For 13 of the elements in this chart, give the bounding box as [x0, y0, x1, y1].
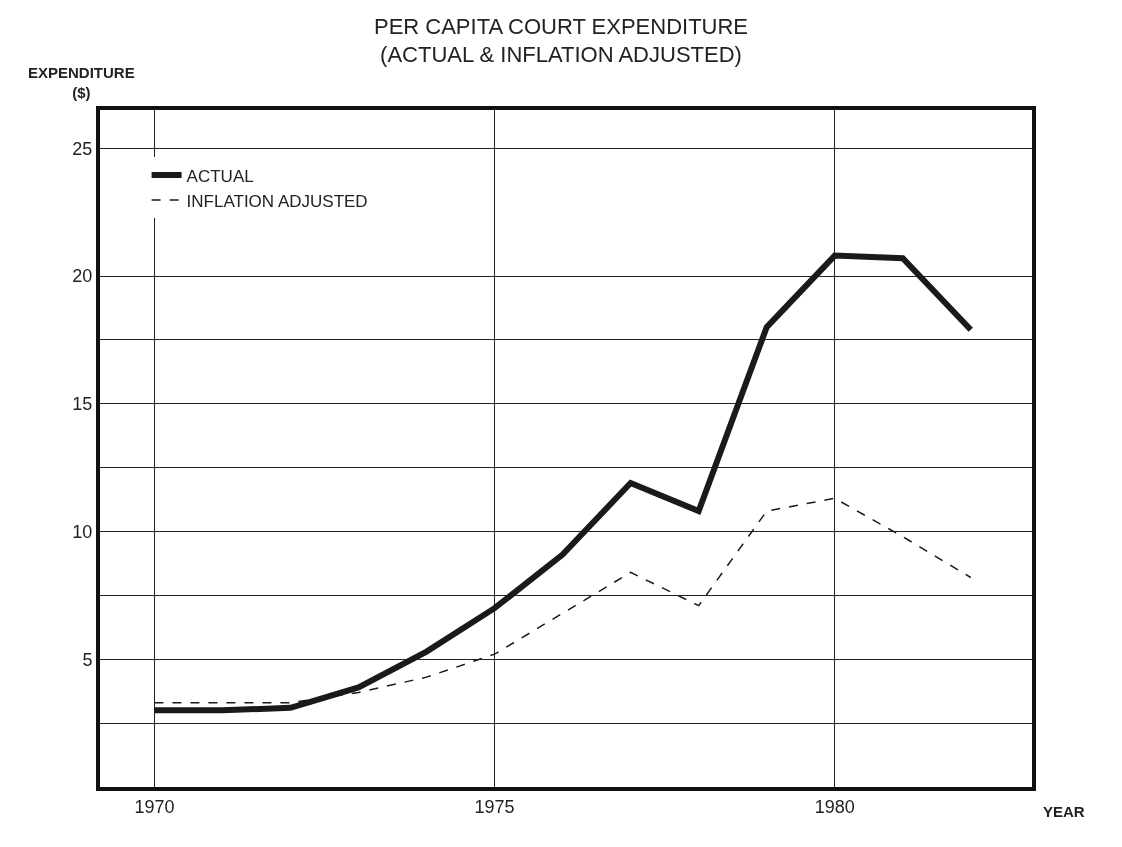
y-tick-label: 10: [72, 521, 93, 542]
y-axis-title: EXPENDITURE ($): [28, 64, 135, 101]
x-tick-label: 1980: [814, 796, 855, 817]
y-tick-label: 20: [72, 266, 93, 287]
chart-title: PER CAPITA COURT EXPENDITURE (ACTUAL & INFLATION ADJUSTED): [373, 13, 749, 68]
legend-label: ACTUAL: [186, 166, 254, 186]
x-axis-title: YEAR: [1043, 803, 1085, 820]
y-tick-label: 25: [72, 138, 93, 159]
x-tick-label: 1975: [474, 796, 515, 817]
x-tick-label: 1970: [134, 796, 175, 817]
y-tick-label: 5: [82, 649, 93, 670]
legend-label: INFLATION ADJUSTED: [186, 191, 368, 211]
y-tick-label: 15: [72, 394, 93, 415]
